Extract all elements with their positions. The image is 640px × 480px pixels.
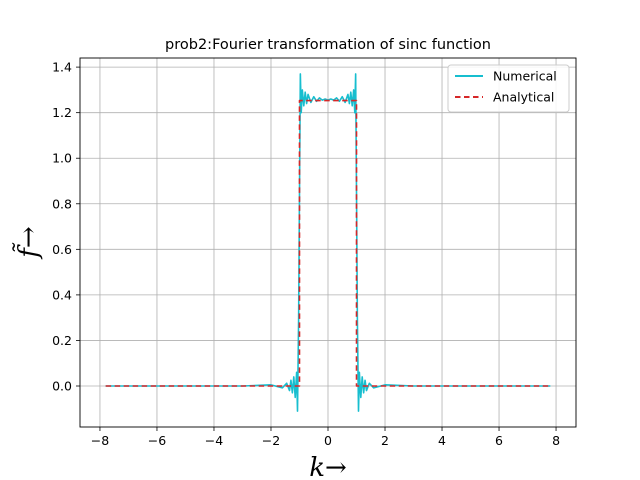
- y-tick-label: 0.2: [52, 333, 72, 348]
- legend-label-numerical: Numerical: [493, 69, 557, 84]
- x-tick-label: 6: [495, 433, 503, 448]
- y-axis-label: f̃→: [12, 226, 44, 259]
- plot-area: [105, 73, 551, 412]
- legend: Numerical Analytical: [447, 64, 570, 113]
- x-axis-label: k→: [309, 453, 347, 480]
- y-tick-label: 1.0: [52, 151, 72, 166]
- y-tick-label: 0.4: [52, 287, 72, 302]
- x-tick-label: 2: [381, 433, 389, 448]
- y-tick-label: 0.8: [52, 196, 72, 211]
- ticks: −8 −6 −4 −2 0 2 4 6 8 0.0 0.2 0.4 0.6 0.8 1.0 1.2 1.4: [52, 60, 560, 448]
- y-tick-label: 0.0: [52, 379, 72, 394]
- y-tick-label: 1.4: [52, 60, 72, 75]
- y-tick-label: 1.2: [52, 105, 72, 120]
- x-tick-label: −4: [205, 433, 223, 448]
- x-tick-label: 4: [438, 433, 446, 448]
- x-tick-label: −8: [91, 433, 109, 448]
- x-tick-label: 8: [552, 433, 560, 448]
- series-line-analytical: [105, 99, 551, 387]
- x-tick-label: −2: [262, 433, 280, 448]
- x-tick-label: −6: [148, 433, 166, 448]
- chart-title: prob2:Fourier transformation of sinc fun…: [165, 37, 491, 53]
- x-tick-label: 0: [324, 433, 332, 448]
- y-tick-label: 0.6: [52, 242, 72, 257]
- legend-label-analytical: Analytical: [493, 90, 554, 105]
